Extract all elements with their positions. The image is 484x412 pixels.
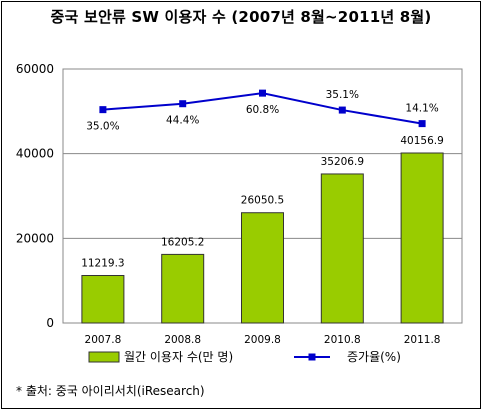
growth-rate-marker bbox=[259, 89, 266, 97]
growth-rate-label: 35.0% bbox=[86, 121, 119, 133]
legend-line-marker bbox=[308, 353, 316, 361]
x-tick-label: 2010.8 bbox=[324, 334, 361, 346]
bar bbox=[161, 253, 205, 324]
legend-bar-swatch bbox=[88, 351, 120, 363]
x-tick-label: 2009.8 bbox=[244, 334, 281, 346]
bar bbox=[81, 275, 125, 324]
growth-rate-marker bbox=[418, 120, 426, 128]
y-tick-label: 60000 bbox=[16, 62, 54, 76]
x-tick-label: 2011.8 bbox=[404, 334, 441, 346]
legend-bar-label: 월간 이용자 수(만 명) bbox=[124, 350, 233, 364]
growth-rate-label: 35.1% bbox=[326, 89, 359, 101]
growth-rate-label: 60.8% bbox=[246, 104, 279, 116]
growth-rate-marker bbox=[338, 106, 346, 114]
growth-rate-marker bbox=[99, 106, 107, 114]
bar bbox=[320, 173, 364, 324]
y-tick-label: 40000 bbox=[16, 147, 54, 161]
growth-rate-marker bbox=[179, 100, 187, 108]
bar bbox=[241, 212, 284, 324]
y-tick-label: 0 bbox=[46, 316, 54, 330]
bar-value-label: 35206.9 bbox=[321, 156, 364, 168]
bar-value-label: 11219.3 bbox=[81, 258, 124, 270]
bar bbox=[400, 152, 444, 324]
growth-rate-label: 14.1% bbox=[405, 103, 438, 115]
x-tick-label: 2008.8 bbox=[164, 334, 201, 346]
bar-value-label: 26050.5 bbox=[241, 195, 284, 207]
chart-title: 중국 보안류 SW 이용자 수 (2007년 8월~2011년 8월) bbox=[50, 8, 432, 26]
growth-rate-label: 44.4% bbox=[166, 115, 199, 127]
y-tick-label: 20000 bbox=[16, 231, 54, 245]
x-tick-label: 2007.8 bbox=[85, 334, 122, 346]
bar-value-label: 40156.9 bbox=[400, 135, 443, 147]
legend-line-label: 증가율(%) bbox=[347, 350, 401, 364]
bar-value-label: 16205.2 bbox=[161, 236, 204, 248]
chart-svg: 0 20000 40000 60000 11219.3 16205.2 26050.5 352… bbox=[16, 62, 463, 364]
source-note: * 출처: 중국 아이리서치(iResearch) bbox=[16, 384, 205, 398]
